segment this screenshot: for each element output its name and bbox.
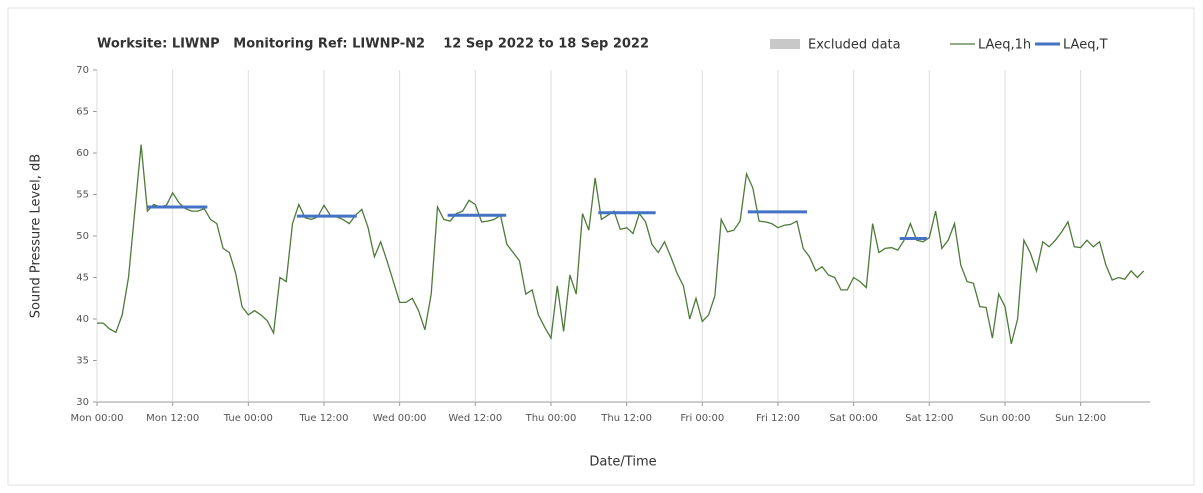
y-tick-label: 45: [76, 273, 89, 284]
x-tick-label: Sat 00:00: [829, 413, 877, 424]
x-tick-label: Thu 12:00: [600, 413, 652, 424]
y-tick-label: 35: [76, 356, 89, 367]
y-axis-label: Sound Pressure Level, dB: [29, 154, 44, 318]
frame: [7, 7, 1195, 486]
y-tick-label: 55: [76, 190, 89, 201]
x-tick-label: Wed 00:00: [373, 413, 427, 424]
x-tick-label: Fri 00:00: [680, 413, 724, 424]
x-tick-label: Sun 12:00: [1055, 413, 1106, 424]
y-tick-label: 60: [76, 148, 89, 159]
x-tick-label: Thu 00:00: [525, 413, 577, 424]
x-tick-label: Mon 00:00: [70, 413, 123, 424]
x-tick-label: Tue 00:00: [223, 413, 273, 424]
x-tick-label: Tue 12:00: [298, 413, 348, 424]
series-line: [97, 144, 1145, 345]
x-tick-label: Sat 12:00: [905, 413, 953, 424]
x-tick-label: Sun 00:00: [979, 413, 1030, 424]
x-axis-label: Date/Time: [589, 455, 656, 470]
x-tick-label: Fri 12:00: [756, 413, 800, 424]
x-tick-label: Mon 12:00: [146, 413, 199, 424]
legend-label: LAeq,1h: [978, 38, 1031, 53]
y-tick-label: 70: [76, 65, 89, 76]
y-tick-label: 65: [76, 107, 89, 118]
legend-swatch: [770, 39, 800, 49]
chart-title: Worksite: LIWNP Monitoring Ref: LIWNP-N2…: [97, 37, 649, 52]
y-tick-label: 40: [76, 314, 89, 325]
x-tick-label: Wed 12:00: [448, 413, 502, 424]
y-tick-label: 50: [76, 231, 89, 242]
y-tick-label: 30: [76, 397, 89, 408]
legend-label: Excluded data: [808, 38, 901, 53]
legend-label: LAeq,T: [1063, 38, 1108, 53]
